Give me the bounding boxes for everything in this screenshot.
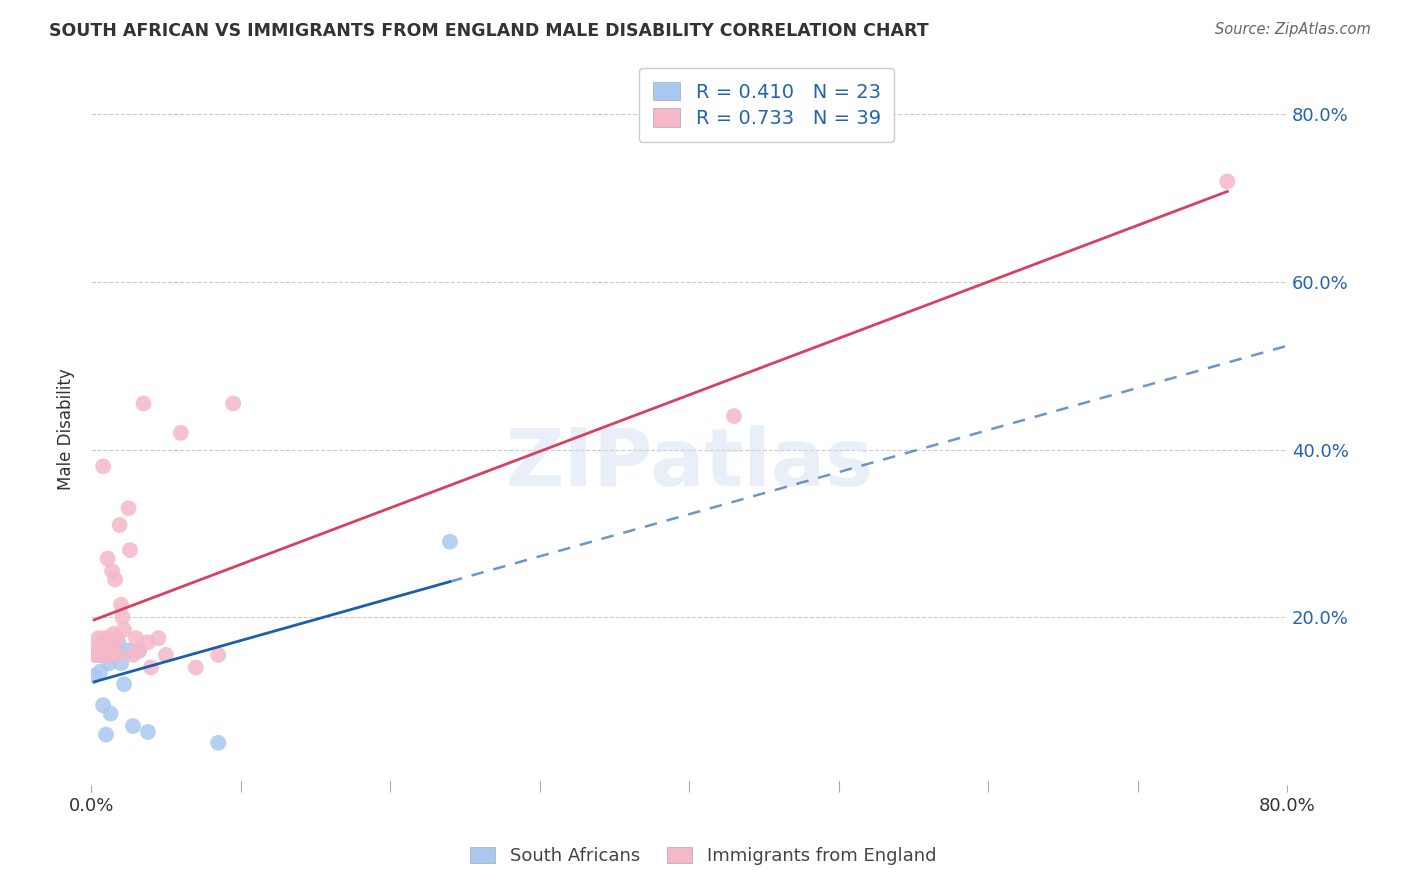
Point bbox=[89, 648, 111, 662]
Point bbox=[110, 657, 132, 671]
Point bbox=[100, 706, 122, 721]
Point bbox=[91, 459, 114, 474]
Point bbox=[128, 643, 150, 657]
Point bbox=[91, 648, 114, 662]
Point bbox=[136, 725, 159, 739]
Point bbox=[136, 635, 159, 649]
Point bbox=[122, 648, 145, 662]
Point bbox=[86, 640, 108, 654]
Point bbox=[107, 648, 129, 662]
Point bbox=[117, 643, 139, 657]
Point bbox=[84, 648, 107, 662]
Legend: R = 0.410   N = 23, R = 0.733   N = 39: R = 0.410 N = 23, R = 0.733 N = 39 bbox=[640, 68, 894, 142]
Text: ZIPatlas: ZIPatlas bbox=[505, 425, 873, 503]
Point bbox=[110, 598, 132, 612]
Point bbox=[103, 640, 125, 654]
Point bbox=[90, 640, 112, 654]
Point bbox=[112, 677, 135, 691]
Point bbox=[207, 736, 229, 750]
Point bbox=[104, 573, 127, 587]
Point bbox=[118, 543, 141, 558]
Point bbox=[98, 657, 121, 671]
Point bbox=[87, 631, 110, 645]
Point bbox=[132, 396, 155, 410]
Point bbox=[83, 669, 105, 683]
Y-axis label: Male Disability: Male Disability bbox=[58, 368, 75, 490]
Point bbox=[93, 648, 115, 662]
Point bbox=[87, 648, 110, 662]
Point bbox=[100, 648, 122, 662]
Point bbox=[101, 648, 124, 662]
Point bbox=[97, 551, 120, 566]
Point bbox=[90, 648, 112, 662]
Point bbox=[1216, 174, 1239, 188]
Point bbox=[101, 564, 124, 578]
Point bbox=[105, 631, 128, 645]
Point bbox=[222, 396, 245, 410]
Legend: South Africans, Immigrants from England: South Africans, Immigrants from England bbox=[461, 838, 945, 874]
Point bbox=[103, 627, 125, 641]
Point bbox=[148, 631, 170, 645]
Point bbox=[98, 631, 121, 645]
Point bbox=[83, 648, 105, 662]
Point bbox=[122, 719, 145, 733]
Point bbox=[94, 727, 117, 741]
Point bbox=[117, 501, 139, 516]
Text: Source: ZipAtlas.com: Source: ZipAtlas.com bbox=[1215, 22, 1371, 37]
Point bbox=[86, 648, 108, 662]
Point bbox=[91, 698, 114, 713]
Text: SOUTH AFRICAN VS IMMIGRANTS FROM ENGLAND MALE DISABILITY CORRELATION CHART: SOUTH AFRICAN VS IMMIGRANTS FROM ENGLAND… bbox=[49, 22, 929, 40]
Point bbox=[439, 534, 461, 549]
Point bbox=[112, 623, 135, 637]
Point bbox=[93, 631, 115, 645]
Point bbox=[128, 643, 150, 657]
Point bbox=[94, 640, 117, 654]
Point bbox=[207, 648, 229, 662]
Point bbox=[155, 648, 177, 662]
Point bbox=[104, 643, 127, 657]
Point bbox=[125, 631, 148, 645]
Point bbox=[723, 409, 745, 423]
Point bbox=[184, 660, 207, 674]
Point bbox=[97, 648, 120, 662]
Point bbox=[108, 518, 131, 533]
Point bbox=[111, 610, 134, 624]
Point bbox=[103, 648, 125, 662]
Point bbox=[170, 425, 193, 440]
Point bbox=[107, 635, 129, 649]
Point bbox=[89, 665, 111, 679]
Point bbox=[139, 660, 162, 674]
